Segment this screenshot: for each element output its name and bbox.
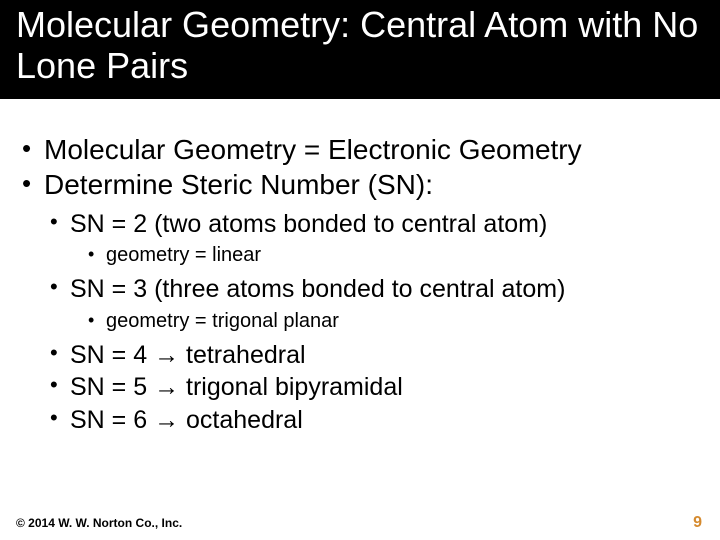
bullet-list-level-1: Molecular Geometry = Electronic Geometry…: [22, 133, 698, 436]
bullet-item: Determine Steric Number (SN): SN = 2 (tw…: [22, 168, 698, 436]
bullet-item: geometry = trigonal planar: [88, 309, 698, 334]
bullet-text: SN = 2 (two atoms bonded to central atom…: [70, 210, 547, 238]
title-block: Molecular Geometry: Central Atom with No…: [0, 0, 720, 99]
page-number: 9: [693, 514, 702, 532]
copyright-text: © 2014 W. W. Norton Co., Inc.: [16, 516, 182, 530]
bullet-item: geometry = linear: [88, 243, 698, 268]
bullet-item: SN = 5 → trigonal bipyramidal: [50, 372, 698, 403]
bullet-text: Determine Steric Number (SN):: [44, 169, 433, 200]
bullet-item: SN = 6 → octahedral: [50, 405, 698, 436]
bullet-text: SN = 3 (three atoms bonded to central at…: [70, 275, 565, 303]
slide-title: Molecular Geometry: Central Atom with No…: [16, 4, 710, 87]
bullet-item: SN = 3 (three atoms bonded to central at…: [50, 274, 698, 334]
bullet-list-level-3: geometry = linear: [88, 243, 698, 268]
bullet-list-level-2: SN = 2 (two atoms bonded to central atom…: [50, 209, 698, 436]
bullet-item: Molecular Geometry = Electronic Geometry: [22, 133, 698, 166]
bullet-list-level-3: geometry = trigonal planar: [88, 309, 698, 334]
bullet-item: SN = 2 (two atoms bonded to central atom…: [50, 209, 698, 269]
slide-content: Molecular Geometry = Electronic Geometry…: [0, 99, 720, 436]
bullet-item: SN = 4 → tetrahedral: [50, 340, 698, 371]
